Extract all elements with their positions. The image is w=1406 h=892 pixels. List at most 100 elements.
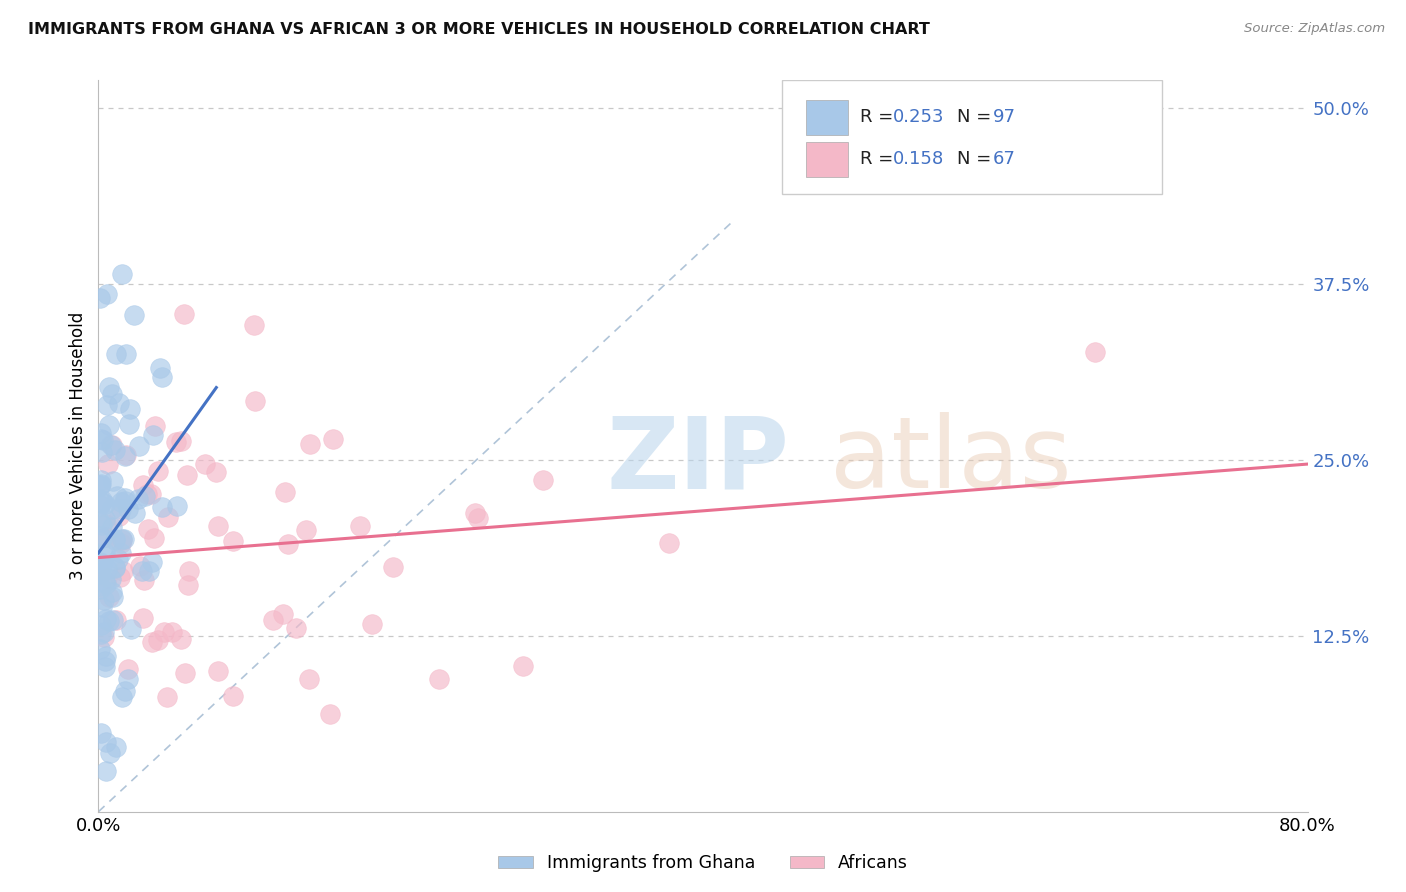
Point: [131, 564, 153, 578]
Point: [107, 552, 129, 566]
Point: [143, 532, 166, 546]
Point: [108, 396, 131, 410]
Point: [90, 618, 112, 632]
Point: [124, 506, 146, 520]
Point: [104, 561, 127, 575]
Point: [96, 531, 118, 545]
Point: [89, 478, 111, 492]
Point: [135, 487, 157, 501]
Text: 97: 97: [993, 108, 1017, 126]
FancyBboxPatch shape: [782, 80, 1163, 194]
Point: [90, 599, 112, 614]
Point: [262, 613, 284, 627]
Point: [93, 512, 115, 526]
Point: [97, 380, 120, 394]
Point: [132, 478, 155, 492]
Point: [170, 632, 193, 646]
Point: [100, 501, 122, 516]
Point: [427, 672, 450, 686]
Text: N =: N =: [957, 150, 997, 169]
Point: [132, 611, 155, 625]
Point: [110, 570, 132, 584]
Point: [467, 511, 489, 525]
Point: [104, 533, 127, 547]
Point: [93, 625, 115, 640]
Point: [89, 555, 111, 569]
Point: [173, 665, 195, 680]
Point: [96, 398, 118, 412]
Point: [173, 307, 195, 321]
Point: [89, 582, 111, 596]
Point: [205, 466, 228, 480]
Point: [274, 484, 297, 499]
Point: [124, 308, 146, 322]
Point: [90, 473, 112, 487]
Point: [104, 613, 127, 627]
Text: 0.253: 0.253: [893, 108, 945, 126]
Point: [1084, 345, 1107, 359]
Text: 67: 67: [993, 150, 1017, 169]
Text: N =: N =: [957, 108, 997, 126]
Point: [138, 564, 160, 578]
Point: [110, 546, 132, 560]
Point: [93, 630, 115, 644]
Point: [98, 417, 121, 432]
Point: [94, 764, 117, 778]
Point: [349, 518, 371, 533]
Point: [94, 735, 117, 749]
Point: [98, 746, 121, 760]
Point: [112, 564, 135, 578]
Text: R =: R =: [860, 150, 900, 169]
Point: [118, 417, 141, 432]
Point: [90, 425, 112, 440]
Point: [114, 491, 136, 505]
Point: [105, 489, 128, 503]
Point: [156, 509, 179, 524]
Point: [96, 571, 118, 585]
Point: [100, 572, 122, 586]
Point: [207, 518, 229, 533]
Point: [101, 438, 124, 452]
Point: [108, 509, 131, 524]
Point: [89, 478, 111, 492]
Point: [104, 532, 127, 546]
Point: [117, 673, 139, 687]
Point: [94, 575, 117, 590]
Point: [129, 558, 152, 573]
Point: [143, 418, 166, 433]
Point: [94, 577, 117, 591]
Text: Source: ZipAtlas.com: Source: ZipAtlas.com: [1244, 22, 1385, 36]
Point: [464, 506, 486, 520]
FancyBboxPatch shape: [806, 100, 848, 135]
Point: [104, 740, 127, 755]
Point: [91, 531, 114, 545]
Point: [142, 428, 165, 442]
Point: [127, 492, 149, 507]
Point: [150, 370, 173, 384]
Point: [170, 434, 193, 449]
Point: [101, 520, 124, 534]
Point: [90, 476, 112, 491]
Point: [222, 533, 245, 548]
Point: [104, 443, 127, 458]
Point: [90, 726, 112, 740]
Point: [89, 516, 111, 530]
Point: [100, 438, 122, 452]
Point: [101, 585, 124, 599]
Point: [298, 673, 321, 687]
Point: [285, 621, 308, 635]
Point: [243, 393, 266, 408]
Point: [100, 387, 122, 401]
Point: [93, 593, 115, 607]
Point: [94, 497, 117, 511]
Point: [512, 658, 534, 673]
Point: [150, 500, 173, 514]
Point: [271, 607, 294, 621]
Point: [242, 318, 264, 332]
Point: [128, 439, 150, 453]
Point: [96, 612, 118, 626]
Point: [120, 622, 142, 636]
Point: [91, 558, 114, 572]
Point: [96, 648, 118, 663]
Point: [153, 624, 176, 639]
